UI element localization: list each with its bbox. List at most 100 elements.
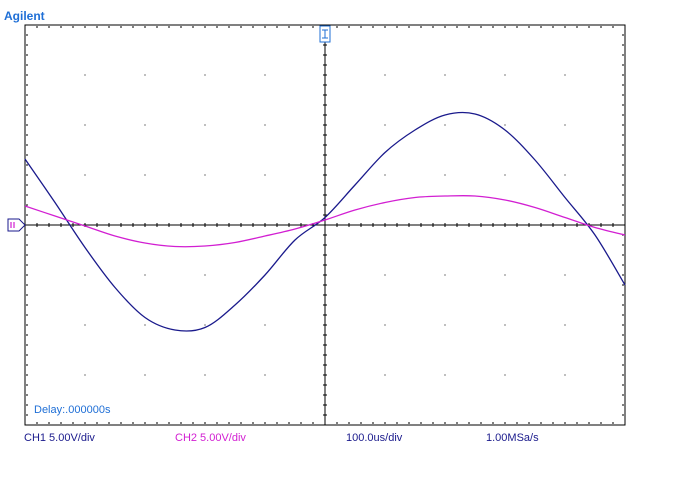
- grid-tick: [26, 124, 28, 126]
- grid-tick: [216, 422, 218, 424]
- grid-dot: [384, 74, 386, 76]
- brand-logo: Agilent: [4, 9, 45, 23]
- grid-dot: [444, 374, 446, 376]
- grid-tick: [564, 422, 566, 424]
- grid-tick: [336, 422, 338, 424]
- grid-tick: [192, 422, 194, 424]
- grid-tick: [360, 422, 362, 424]
- grid-tick: [312, 26, 314, 28]
- ground-marker-glyph: [10, 222, 15, 228]
- grid-tick: [622, 34, 624, 36]
- grid-dot: [84, 274, 86, 276]
- grid-dot: [144, 324, 146, 326]
- grid-dot: [84, 174, 86, 176]
- grid-tick: [432, 422, 434, 424]
- grid-dot: [444, 174, 446, 176]
- grid-tick: [26, 204, 28, 206]
- traces: [24, 111, 626, 332]
- grid-tick: [564, 26, 566, 28]
- grid-tick: [622, 114, 624, 116]
- grid-tick: [84, 422, 86, 424]
- grid-tick: [540, 422, 542, 424]
- grid-tick: [26, 344, 28, 346]
- grid-tick: [26, 314, 28, 316]
- grid-tick: [622, 44, 624, 46]
- grid-tick: [72, 26, 74, 28]
- grid-dot: [204, 124, 206, 126]
- trigger-marker-glyph: [322, 29, 328, 39]
- grid-tick: [26, 384, 28, 386]
- grid-tick: [24, 422, 26, 424]
- grid-tick: [432, 26, 434, 28]
- grid-tick: [622, 184, 624, 186]
- grid-dot: [444, 74, 446, 76]
- grid-tick: [168, 422, 170, 424]
- grid-tick: [228, 26, 230, 28]
- grid-tick: [26, 144, 28, 146]
- grid-tick: [576, 26, 578, 28]
- grid-tick: [622, 64, 624, 66]
- grid-tick: [36, 26, 38, 28]
- grid-tick: [516, 26, 518, 28]
- grid-tick: [240, 422, 242, 424]
- grid-tick: [26, 34, 28, 36]
- ground-marker-outline: [7, 218, 26, 232]
- grid-tick: [26, 114, 28, 116]
- grid-tick: [622, 404, 624, 406]
- grid-tick: [26, 234, 28, 236]
- grid-tick: [622, 104, 624, 106]
- grid-tick: [96, 26, 98, 28]
- grid-tick: [26, 44, 28, 46]
- grid-tick: [26, 354, 28, 356]
- grid-dot: [564, 174, 566, 176]
- ch1-scale-label: CH1 5.00V/div: [24, 432, 95, 444]
- grid-tick: [48, 26, 50, 28]
- grid-tick: [26, 134, 28, 136]
- grid-tick: [312, 422, 314, 424]
- grid-tick: [622, 254, 624, 256]
- grid-tick: [408, 26, 410, 28]
- grid-tick: [552, 26, 554, 28]
- grid-dot: [384, 124, 386, 126]
- grid-tick: [622, 344, 624, 346]
- trigger-marker-icon: [319, 25, 331, 43]
- grid-tick: [26, 374, 28, 376]
- grid-tick: [26, 164, 28, 166]
- grid-tick: [26, 104, 28, 106]
- grid-dot: [504, 124, 506, 126]
- ground-marker-icon: [7, 218, 26, 232]
- grid-tick: [144, 26, 146, 28]
- grid-tick: [516, 422, 518, 424]
- grid-tick: [26, 84, 28, 86]
- grid-dot: [204, 374, 206, 376]
- grid-dot: [444, 274, 446, 276]
- grid-tick: [144, 422, 146, 424]
- grid-tick: [26, 94, 28, 96]
- grid-tick: [300, 422, 302, 424]
- grid-dot: [264, 174, 266, 176]
- grid-tick: [492, 422, 494, 424]
- grid-tick: [276, 26, 278, 28]
- grid-tick: [622, 384, 624, 386]
- grid-tick: [26, 324, 28, 326]
- grid-tick: [468, 26, 470, 28]
- grid-tick: [26, 284, 28, 286]
- grid-tick: [504, 26, 506, 28]
- grid-tick: [396, 26, 398, 28]
- grid-tick: [276, 422, 278, 424]
- grid-tick: [26, 214, 28, 216]
- grid-tick: [528, 422, 530, 424]
- grid-tick: [622, 294, 624, 296]
- grid-dot: [564, 274, 566, 276]
- grid-dot: [564, 74, 566, 76]
- grid-tick: [108, 422, 110, 424]
- grid-tick: [26, 274, 28, 276]
- grid-tick: [26, 404, 28, 406]
- trace-ch2: [24, 194, 626, 248]
- grid-tick: [26, 334, 28, 336]
- grid-dot: [504, 274, 506, 276]
- grid-tick: [540, 26, 542, 28]
- grid-tick: [622, 284, 624, 286]
- grid-tick: [336, 26, 338, 28]
